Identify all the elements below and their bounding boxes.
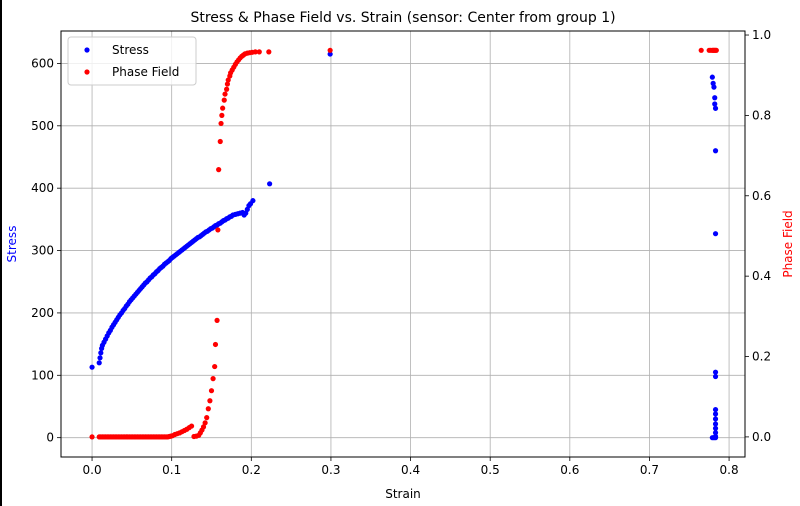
y-right-axis-title: Phase Field — [781, 210, 795, 277]
stress-point — [98, 350, 104, 356]
phase-field-point — [220, 105, 226, 111]
stress-point — [267, 181, 273, 187]
phase-field-point — [205, 406, 211, 412]
phase-field-point — [266, 49, 272, 55]
stress-series — [89, 51, 719, 441]
stress-point — [712, 148, 719, 154]
phase-field-point — [219, 112, 225, 118]
stress-point — [712, 421, 719, 427]
stress-point — [709, 435, 715, 441]
tick-layer: 0.0 0.1 0.2 0.3 0.4 0.5 0.6 0.7 0.8 0 100 200 300 400… — [31, 28, 771, 477]
y-right-tick-label: 0.2 — [752, 350, 771, 364]
phase-field-point — [207, 398, 213, 404]
stress-point — [97, 355, 103, 361]
phase-field-point — [210, 376, 216, 382]
phase-field-point — [256, 49, 262, 55]
stress-point — [712, 373, 719, 380]
stress-point — [712, 425, 719, 431]
legend-label-phase-field: Phase Field — [112, 65, 179, 79]
x-tick-label: 0.8 — [720, 463, 739, 477]
stress-point — [96, 360, 102, 366]
stress-point — [712, 411, 719, 417]
x-tick-label: 0.7 — [640, 463, 659, 477]
stress-point — [327, 51, 333, 57]
stress-point — [712, 406, 719, 413]
y-left-tick-label: 0 — [46, 431, 54, 445]
phase-field-point — [200, 424, 207, 430]
grid-layer — [61, 31, 745, 457]
x-tick-label: 0.1 — [162, 463, 181, 477]
y-right-tick-label: 0.8 — [752, 108, 771, 122]
y-right-tick-label: 1.0 — [752, 28, 771, 42]
y-right-tick-label: 0.0 — [752, 430, 771, 444]
x-tick-label: 0.3 — [321, 463, 340, 477]
legend: Stress Phase Field — [67, 36, 197, 86]
stress-point — [89, 364, 95, 370]
phase-field-point — [218, 120, 224, 127]
phase-field-point — [202, 420, 208, 426]
x-tick-label: 0.6 — [560, 463, 579, 477]
phase-field-point — [204, 415, 210, 421]
x-tick-label: 0.2 — [242, 463, 261, 477]
phase-field-point — [212, 341, 219, 348]
window-left-edge — [0, 0, 2, 506]
phase-field-point — [212, 363, 218, 370]
phase-field-point — [224, 81, 231, 87]
x-tick-label: 0.4 — [401, 463, 420, 477]
phase-field-point — [252, 49, 258, 55]
phase-field-point — [224, 86, 230, 92]
phase-field-point — [217, 138, 223, 145]
y-right-tick-label: 0.4 — [752, 269, 771, 283]
phase-field-point — [222, 91, 228, 97]
legend-box — [67, 36, 197, 86]
stress-point — [712, 369, 719, 375]
stress-point — [712, 430, 719, 436]
phase-field-point — [208, 388, 215, 394]
stress-point — [250, 198, 256, 204]
stress-point — [711, 84, 717, 90]
y-left-tick-label: 500 — [31, 119, 54, 133]
plot-frame — [60, 30, 746, 458]
phase-field-series — [89, 47, 719, 440]
chart-title: Stress & Phase Field vs. Strain (sensor:… — [190, 10, 615, 26]
y-right-tick-label: 0.6 — [752, 189, 771, 203]
phase-field-point — [214, 317, 220, 323]
stress-point — [709, 74, 715, 80]
phase-field-point — [215, 227, 221, 233]
x-tick-label: 0.0 — [83, 463, 102, 477]
stress-point — [712, 101, 718, 107]
stress-point — [712, 416, 719, 422]
stress-point — [712, 105, 719, 111]
y-left-tick-label: 100 — [31, 368, 54, 382]
phase-field-point — [713, 47, 719, 53]
x-tick-label: 0.5 — [481, 463, 500, 477]
y-left-tick-label: 400 — [31, 181, 54, 195]
legend-marker-phase-field — [84, 69, 90, 75]
legend-marker-stress — [84, 47, 90, 53]
x-axis-title: Strain — [385, 487, 421, 501]
phase-field-point — [89, 434, 95, 440]
legend-label-stress: Stress — [112, 43, 149, 57]
stress-point — [712, 231, 719, 237]
phase-field-point — [225, 77, 231, 83]
y-left-tick-label: 200 — [31, 306, 54, 320]
y-left-tick-label: 600 — [31, 56, 54, 70]
phase-field-point — [327, 47, 333, 53]
y-left-tick-label: 300 — [31, 244, 54, 258]
phase-field-point — [221, 97, 227, 103]
phase-field-point — [698, 47, 704, 53]
y-left-axis-title: Stress — [5, 226, 19, 263]
phase-field-point — [216, 167, 222, 173]
phase-field-point — [188, 423, 195, 429]
stress-point — [712, 95, 718, 101]
